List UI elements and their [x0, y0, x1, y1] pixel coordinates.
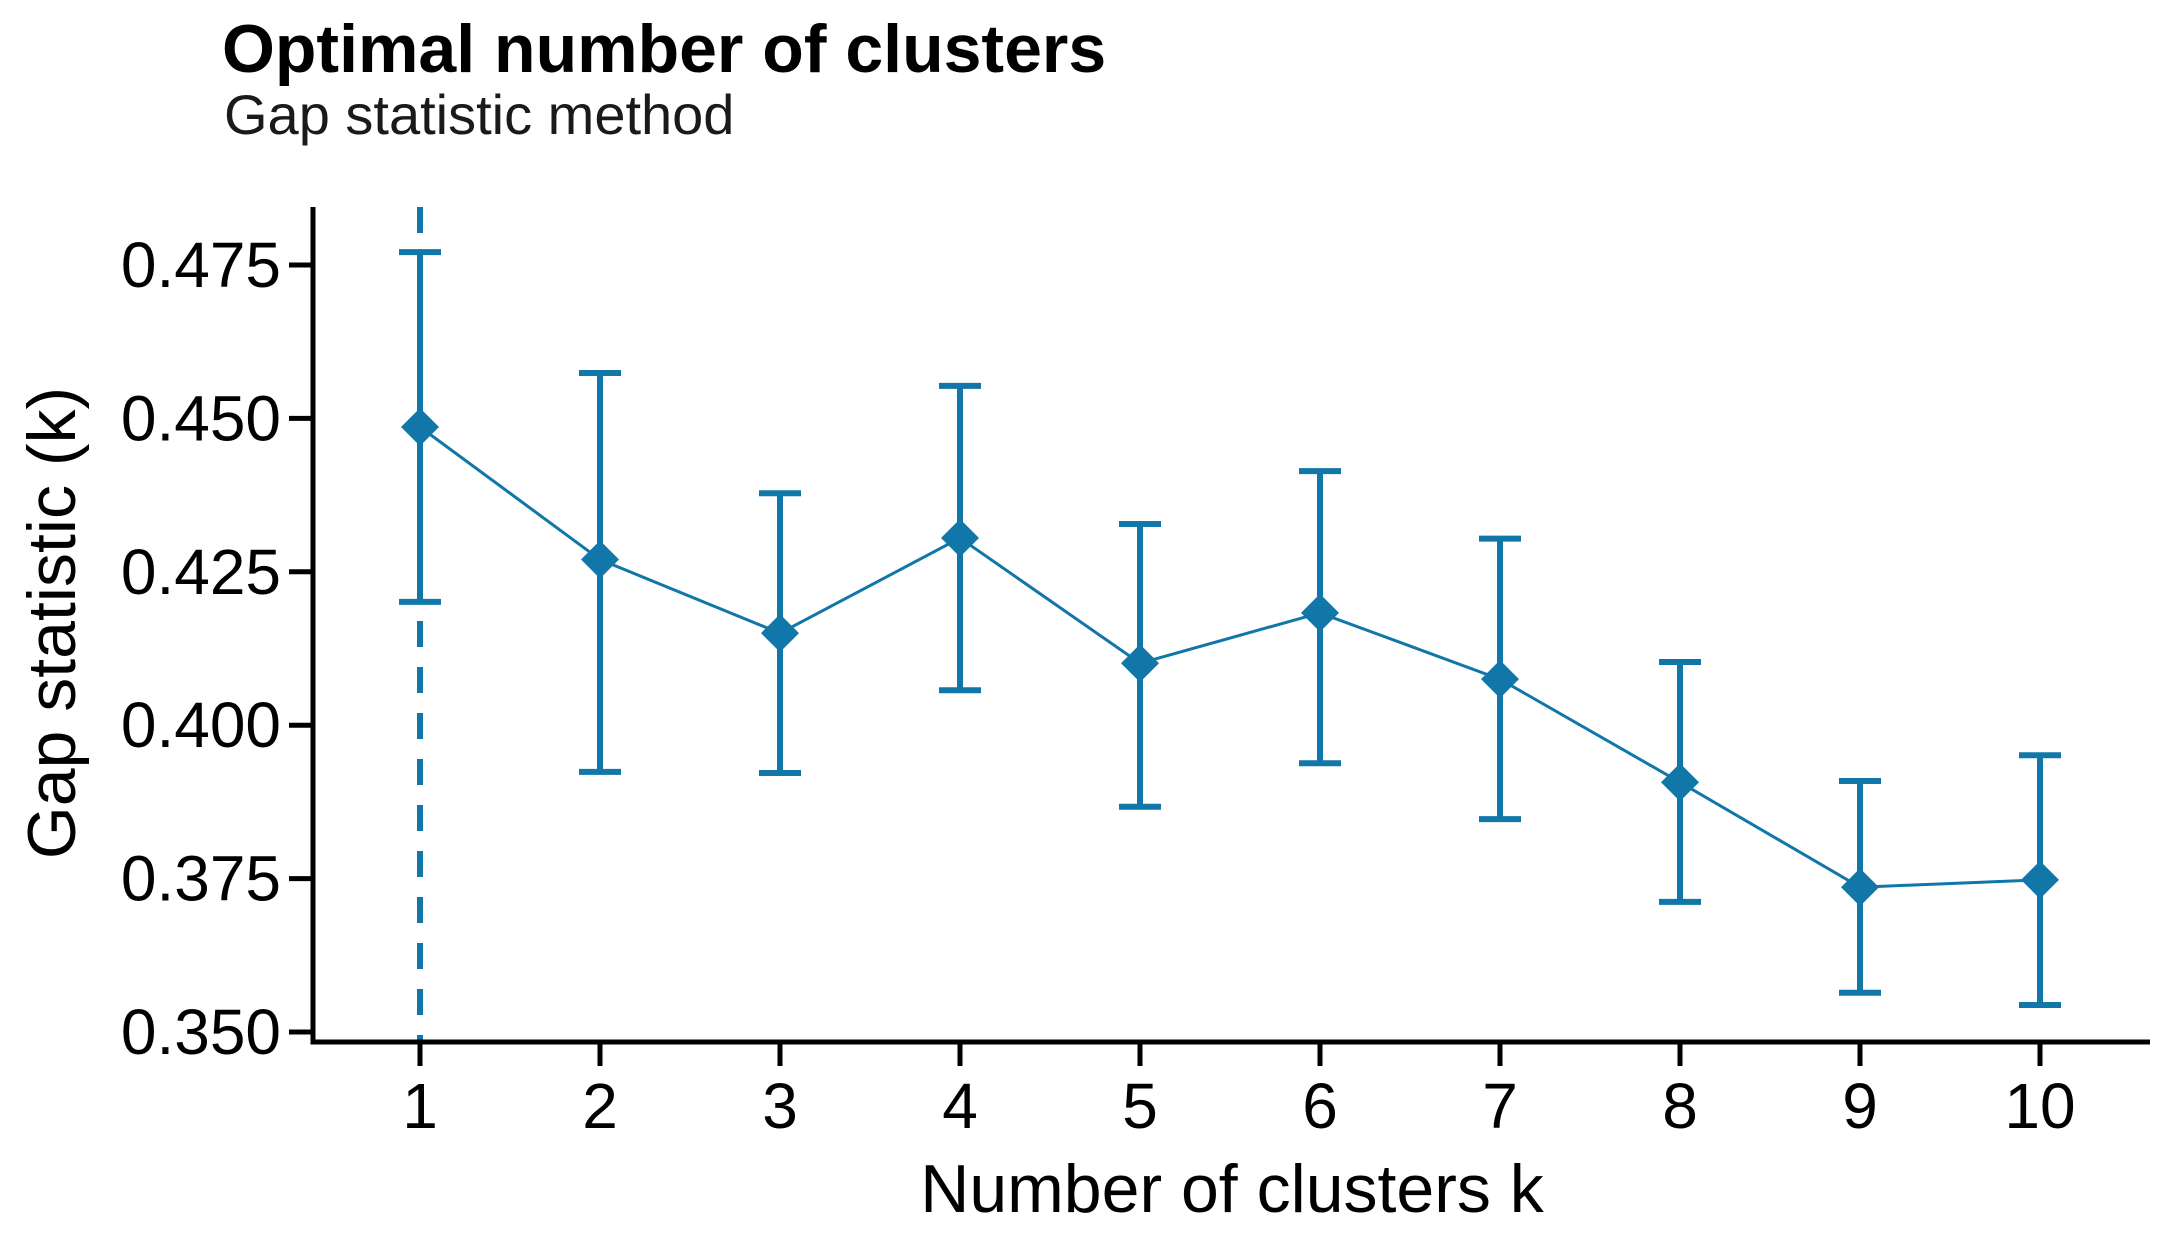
data-point-marker — [581, 540, 619, 579]
data-point-marker — [1301, 593, 1339, 632]
y-tick-label: 0.400 — [121, 689, 281, 761]
data-point-marker — [761, 614, 799, 653]
y-tick-label: 0.350 — [121, 996, 281, 1068]
data-point-marker — [1121, 644, 1159, 683]
chart-subtitle: Gap statistic method — [224, 83, 735, 146]
y-tick-label: 0.425 — [121, 536, 281, 608]
x-tick-label: 6 — [1302, 1070, 1338, 1142]
data-point-marker — [1841, 868, 1879, 907]
x-tick-label: 3 — [762, 1070, 798, 1142]
x-tick-label: 9 — [1842, 1070, 1878, 1142]
x-tick-label: 5 — [1122, 1070, 1158, 1142]
y-tick-label: 0.450 — [121, 382, 281, 454]
data-point-marker — [1661, 763, 1699, 802]
x-tick-label: 8 — [1662, 1070, 1698, 1142]
x-tick-label: 2 — [582, 1070, 618, 1142]
x-tick-label: 7 — [1482, 1070, 1518, 1142]
x-axis-title: Number of clusters k — [0, 1150, 2184, 1228]
data-point-marker — [401, 407, 439, 446]
data-point-marker — [2021, 860, 2059, 899]
gap-statistic-line — [419, 425, 2041, 889]
x-axis-title-text: Number of clusters k — [920, 1151, 1544, 1227]
x-tick-label: 4 — [942, 1070, 978, 1142]
y-tick-label: 0.375 — [121, 843, 281, 915]
data-point-marker — [941, 519, 979, 558]
y-tick-label: 0.475 — [121, 229, 281, 301]
data-point-marker — [1481, 660, 1519, 699]
x-tick-label: 10 — [2004, 1070, 2075, 1142]
chart-title: Optimal number of clusters — [222, 11, 1107, 87]
x-tick-label: 1 — [402, 1070, 438, 1142]
